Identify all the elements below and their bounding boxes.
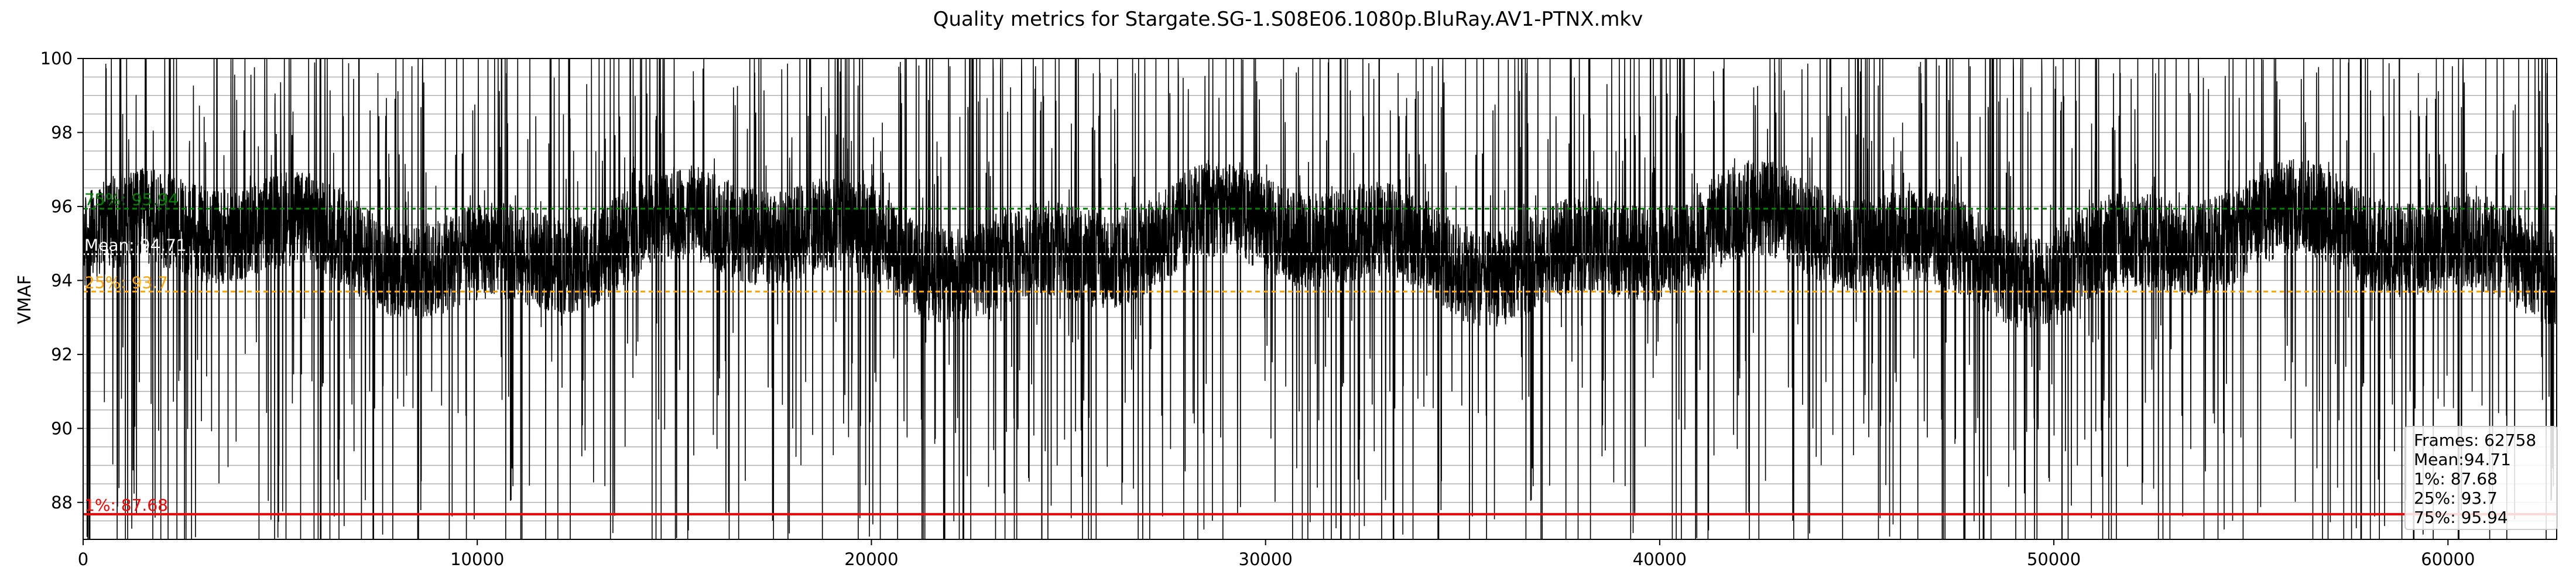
vmaf-series-line — [83, 58, 2557, 540]
tick-layer: 88 90 92 94 96 98 100 0 10000 20000 30000 40000 5000… — [40, 49, 2475, 569]
x-tick-label: 40000 — [1633, 549, 1687, 569]
ref-line-label: 25%: 93.7 — [84, 273, 168, 292]
y-tick-label: 100 — [40, 49, 73, 68]
stats-line-p75: 75%: 95.94 — [2414, 508, 2508, 527]
ref-line-label: Mean: 94.71 — [84, 235, 187, 254]
y-tick-label: 92 — [51, 345, 73, 364]
y-tick-label: 90 — [51, 418, 73, 438]
x-tick-label: 0 — [78, 549, 88, 569]
y-tick-label: 96 — [51, 197, 73, 216]
stats-box: Frames: 62758 Mean:94.71 1%: 87.68 25%: … — [2404, 426, 2558, 530]
stats-line-p25: 25%: 93.7 — [2414, 488, 2498, 508]
x-tick-label: 60000 — [2421, 549, 2475, 569]
ref-line-label: 75%: 95.94 — [84, 190, 179, 209]
x-tick-label: 30000 — [1239, 549, 1293, 569]
stats-line-frames: Frames: 62758 — [2414, 431, 2537, 450]
x-tick-label: 20000 — [844, 549, 898, 569]
x-tick-label: 10000 — [450, 549, 504, 569]
y-tick-label: 94 — [51, 270, 73, 290]
plot-frame — [83, 58, 2557, 540]
stats-line-p1: 1%: 87.68 — [2414, 469, 2498, 488]
series-layer — [83, 58, 2557, 540]
y-tick-label: 88 — [51, 493, 73, 512]
x-tick-label: 50000 — [2027, 549, 2081, 569]
stats-line-mean: Mean:94.71 — [2414, 450, 2511, 469]
ref-line-label: 1%: 87.68 — [84, 495, 168, 515]
y-axis-label: VMAF — [15, 275, 35, 324]
y-tick-label: 98 — [51, 122, 73, 142]
chart-title: Quality metrics for Stargate.SG-1.S08E06… — [933, 8, 1643, 31]
